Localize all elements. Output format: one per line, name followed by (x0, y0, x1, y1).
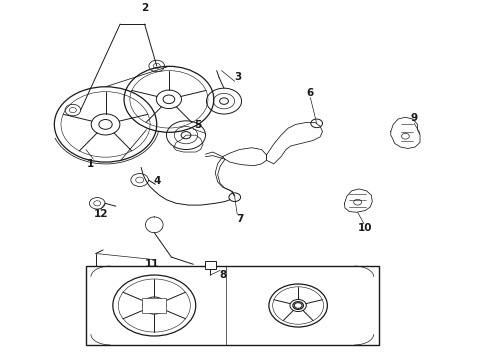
Text: 10: 10 (357, 224, 372, 233)
Bar (86, 266, 378, 345)
Text: 6: 6 (306, 88, 313, 98)
Text: 2: 2 (141, 3, 148, 13)
Text: 4: 4 (153, 176, 160, 186)
Text: 1: 1 (87, 159, 94, 169)
Text: 8: 8 (219, 270, 226, 280)
Text: 3: 3 (234, 72, 241, 82)
Bar (142, 298, 166, 313)
Text: 5: 5 (194, 121, 202, 130)
Text: 9: 9 (410, 113, 417, 123)
Text: 11: 11 (144, 259, 159, 269)
Text: 7: 7 (235, 214, 243, 224)
Bar (204, 261, 216, 269)
Text: 12: 12 (93, 209, 108, 219)
